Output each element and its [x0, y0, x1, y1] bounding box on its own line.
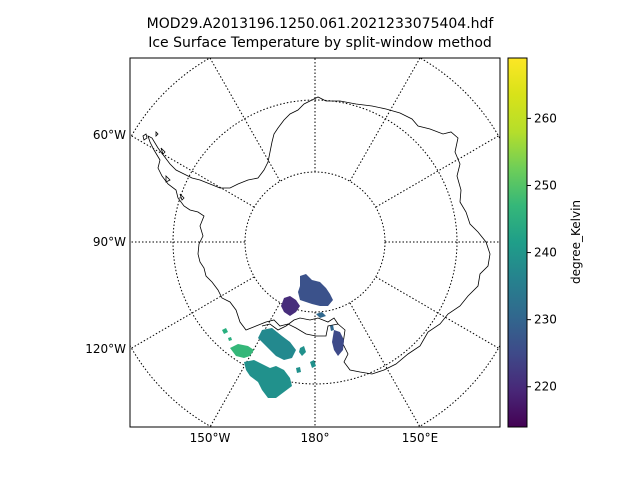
colorbar-tick-label: 240	[534, 246, 557, 260]
left-label-90w: 90°W	[93, 235, 126, 249]
data-patch-west-teal-lower	[258, 328, 296, 360]
left-label-120w: 120°W	[85, 342, 126, 356]
colorbar-gradient	[507, 57, 528, 428]
data-patch-west-green	[230, 344, 254, 358]
map-area	[130, 58, 500, 427]
data-patch-victoria-land	[332, 330, 344, 356]
meridian-60e	[375, 134, 500, 208]
colorbar-label: degree_Kelvin	[569, 200, 583, 284]
meridian-120e	[375, 276, 500, 350]
meridian-150e	[349, 302, 421, 427]
data-patch-speckle-2	[296, 346, 316, 373]
latitude-circle-middle	[172, 99, 458, 385]
ross-ice-shelf-edge	[261, 317, 339, 331]
figure-title-line2: Ice Surface Temperature by split-window …	[148, 35, 492, 51]
figure-title-line1: MOD29.A2013196.1250.061.2021233075404.hd…	[146, 16, 494, 32]
bottom-label-180: 180°	[301, 431, 330, 445]
colorbar: 220 230 240 250 260 degree_Kelvin	[507, 57, 583, 428]
bottom-label-150e: 150°E	[402, 431, 439, 445]
left-label-60w: 60°W	[93, 128, 126, 142]
map-frame	[129, 57, 501, 428]
data-patch-speckle-3	[316, 312, 334, 331]
data-patch-west-teal-main	[244, 360, 292, 398]
colorbar-ticks: 220 230 240 250 260	[527, 111, 557, 394]
data-patch-ross-small	[281, 296, 300, 316]
colorbar-tick-label: 260	[534, 111, 557, 125]
data-patch-speckle-1	[222, 328, 232, 341]
antarctic-peninsula-islands	[142, 131, 185, 201]
data-patch-ross-north	[298, 274, 333, 306]
graticule	[130, 58, 500, 427]
meridian-60w	[130, 134, 255, 208]
bottom-label-150w: 150°W	[190, 431, 231, 445]
meridian-30w	[209, 58, 281, 182]
temperature-data-layer	[222, 274, 344, 398]
colorbar-tick-label: 220	[534, 380, 557, 394]
colorbar-tick-label: 250	[534, 178, 557, 192]
meridian-120w	[130, 276, 255, 350]
meridian-30e	[349, 58, 421, 182]
colorbar-tick-label: 230	[534, 313, 557, 327]
antarctica-coastline	[147, 96, 491, 375]
